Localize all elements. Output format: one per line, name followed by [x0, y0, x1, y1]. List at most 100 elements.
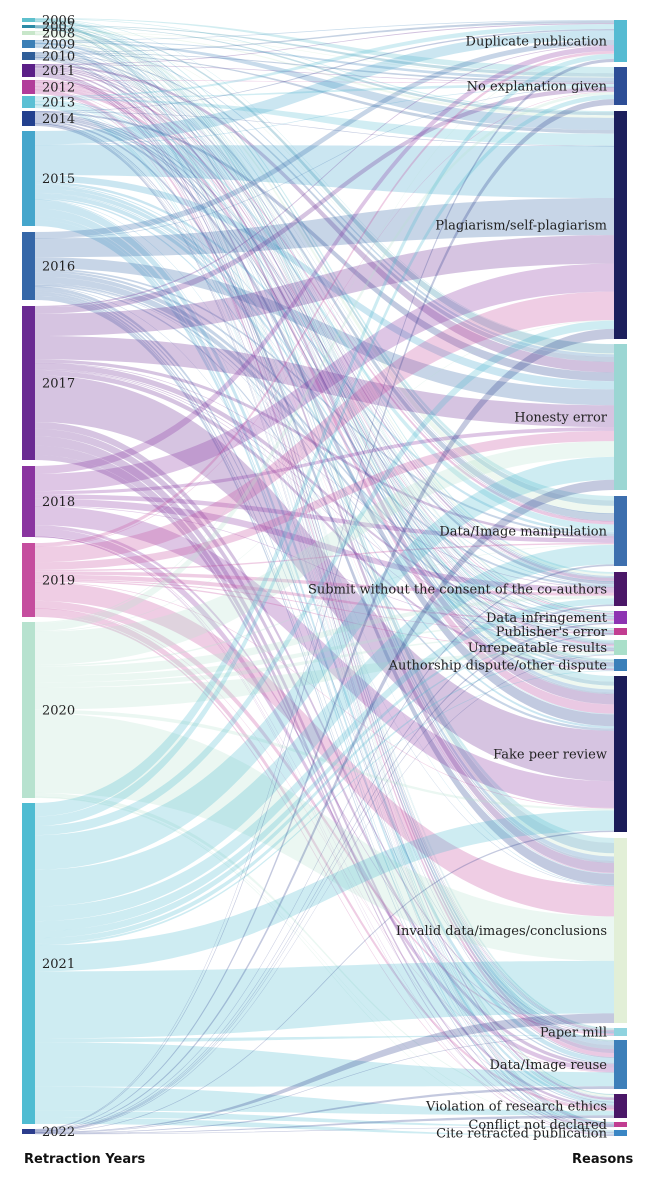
year-node-2012 — [22, 80, 35, 94]
flow-link — [35, 104, 614, 1033]
flow-link — [35, 86, 614, 239]
flow-link — [35, 44, 614, 1046]
year-node-2008 — [22, 31, 35, 35]
flow-link — [35, 145, 614, 199]
flow-link — [35, 20, 614, 53]
flow-link — [35, 494, 614, 543]
flow-link — [35, 284, 614, 731]
reason-node — [614, 344, 627, 490]
flow-link — [35, 544, 614, 907]
flow-link — [35, 115, 614, 650]
flow-link — [35, 200, 614, 1063]
reason-label: Publisher's error — [496, 625, 608, 640]
flow-link — [35, 1115, 614, 1134]
reason-label: Duplicate publication — [466, 35, 608, 50]
reason-node — [614, 1122, 627, 1127]
reason-label: No explanation given — [467, 80, 608, 95]
flow-link — [35, 53, 614, 623]
flow-link — [35, 796, 614, 1127]
year-node-2007 — [22, 25, 35, 28]
flow-link — [35, 320, 614, 632]
flow-link — [35, 33, 614, 663]
flow-link — [35, 102, 614, 632]
flow-link — [35, 598, 614, 922]
flow-link — [35, 536, 614, 1109]
flow-link — [35, 89, 614, 874]
flow-link — [35, 56, 614, 864]
flow-link — [35, 21, 614, 1131]
flow-link — [35, 98, 614, 146]
flow-link — [35, 67, 614, 632]
flow-link — [35, 20, 614, 1029]
flow-link — [35, 45, 614, 1098]
flow-link — [35, 90, 614, 1058]
flow-link — [35, 295, 614, 1135]
flow-link — [35, 320, 614, 836]
flow-link — [35, 104, 614, 715]
flow-link — [35, 53, 614, 817]
flow-link — [35, 43, 614, 644]
flow-link — [35, 454, 614, 1136]
flow-link — [35, 99, 614, 1130]
flow-link — [35, 72, 614, 1054]
year-node-2017 — [22, 306, 35, 460]
flow-link — [35, 56, 614, 645]
reason-node — [614, 1094, 627, 1118]
flow-link — [35, 43, 614, 663]
flow-link — [35, 42, 614, 578]
flow-link — [35, 27, 614, 1041]
flow-link — [35, 796, 614, 1136]
flow-link — [35, 571, 614, 596]
flow-link — [35, 32, 614, 631]
flow-link — [35, 55, 614, 579]
flow-link — [35, 1117, 614, 1137]
reason-label: Submit without the consent of the co-aut… — [308, 583, 607, 598]
flow-link — [35, 188, 614, 633]
reason-label: Data infringement — [486, 611, 608, 626]
flow-link — [35, 55, 614, 614]
flow-link — [35, 34, 614, 1042]
flow-link — [35, 105, 614, 1102]
flow-link — [35, 219, 614, 1135]
year-label-2017: 2017 — [42, 377, 75, 392]
flow-link — [35, 199, 614, 886]
flow-link — [35, 197, 614, 729]
flow-link — [35, 1110, 614, 1127]
reason-node — [614, 640, 627, 655]
flow-link — [35, 27, 614, 1123]
flow-link — [35, 58, 614, 1130]
flow-link — [35, 69, 614, 873]
year-node-2019 — [22, 543, 35, 617]
flow-link — [35, 620, 614, 683]
flow-link — [35, 40, 614, 131]
flow-link — [35, 199, 614, 1034]
flow-link — [35, 57, 614, 1031]
year-label-2011: 2011 — [42, 64, 75, 79]
flow-link — [35, 1042, 614, 1087]
flow-link — [35, 86, 614, 714]
flow-link — [35, 26, 614, 630]
reason-label: Honesty error — [514, 411, 608, 426]
year-node-2015 — [22, 131, 35, 226]
flow-link — [35, 25, 614, 77]
flow-link — [35, 430, 614, 570]
flow-link — [35, 579, 614, 634]
flow-link — [35, 505, 614, 634]
flow-links — [35, 18, 614, 1137]
flow-link — [35, 235, 614, 337]
flow-link — [35, 103, 614, 648]
flow-link — [35, 479, 614, 1131]
flow-link — [35, 46, 614, 1124]
flow-link — [35, 192, 614, 651]
flow-link — [35, 622, 614, 1132]
flow-link — [35, 633, 614, 939]
flow-link — [35, 621, 614, 932]
flow-link — [35, 121, 614, 1033]
flow-link — [35, 40, 614, 239]
flow-link — [35, 83, 614, 99]
year-label-2014: 2014 — [42, 112, 75, 127]
flow-link — [35, 257, 614, 406]
flow-link — [35, 57, 614, 1050]
year-node-2006 — [22, 18, 35, 22]
flow-link — [35, 75, 614, 1125]
